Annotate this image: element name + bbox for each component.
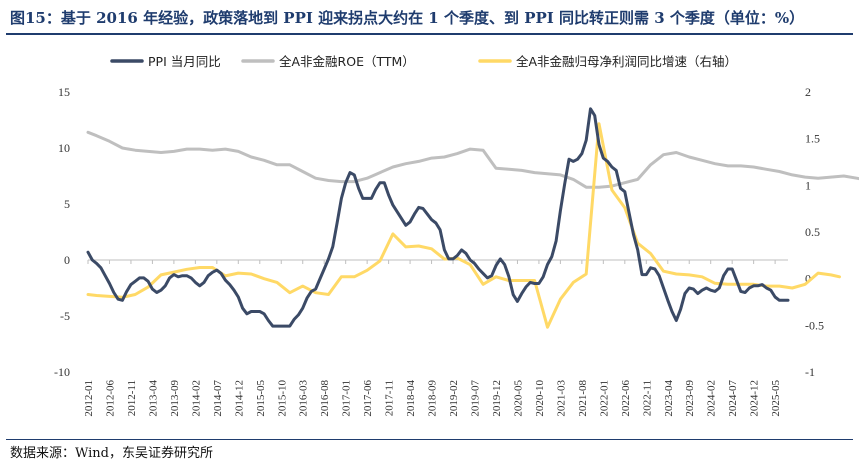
x-tick-label: 2014-12 bbox=[233, 380, 245, 417]
series-roe-line bbox=[86, 130, 859, 189]
x-tick-label: 2025-05 bbox=[770, 380, 782, 417]
x-tick-label: 2017-11 bbox=[384, 380, 396, 416]
x-tick-label: 2019-07 bbox=[470, 380, 482, 417]
right-y-tick-label: 0 bbox=[805, 272, 811, 286]
legend-label: 全A非金融归母净利润同比增速（右轴） bbox=[516, 54, 737, 69]
x-tick-label: 2016-08 bbox=[319, 380, 331, 417]
x-tick-label: 2017-01 bbox=[341, 380, 353, 417]
x-tick-label: 2021-08 bbox=[577, 380, 589, 417]
legend-label: PPI 当月同比 bbox=[148, 54, 221, 69]
x-tick-label: 2012-01 bbox=[83, 380, 95, 417]
left-y-tick-label: 10 bbox=[58, 141, 70, 155]
left-y-tick-label: 0 bbox=[64, 253, 70, 267]
x-tick-label: 2023-09 bbox=[684, 380, 696, 417]
right-y-tick-label: -0.5 bbox=[805, 318, 824, 332]
series-layer bbox=[86, 107, 859, 329]
x-tick-label: 2014-07 bbox=[212, 380, 224, 417]
x-tick-label: 2021-03 bbox=[555, 380, 567, 417]
title-rule bbox=[6, 33, 853, 35]
x-tick-label: 2020-10 bbox=[534, 380, 546, 417]
x-tick-label: 2020-05 bbox=[512, 380, 524, 417]
left-y-tick-label: 15 bbox=[58, 85, 70, 99]
x-tick-label: 2013-09 bbox=[169, 380, 181, 417]
x-tick-label: 2016-03 bbox=[298, 380, 310, 417]
x-tick-label: 2013-04 bbox=[147, 380, 159, 417]
x-tick-label: 2023-04 bbox=[663, 380, 675, 417]
x-tick-label: 2022-01 bbox=[598, 380, 610, 417]
x-tick-label: 2024-07 bbox=[727, 380, 739, 417]
x-tick-label: 2012-06 bbox=[104, 380, 116, 417]
x-tick-label: 2022-06 bbox=[620, 380, 632, 417]
page-title: 图15：基于 2016 年经验，政策落地到 PPI 迎来拐点大约在 1 个季度、… bbox=[10, 9, 805, 27]
x-tick-label: 2022-11 bbox=[641, 380, 653, 416]
right-y-tick-label: 1.5 bbox=[805, 132, 820, 146]
x-tick-label: 2014-02 bbox=[190, 380, 202, 417]
x-tick-label: 2019-12 bbox=[491, 380, 503, 417]
source-rule bbox=[6, 439, 853, 440]
left-y-tick-label: -10 bbox=[54, 365, 70, 379]
legend-label: 全A非金融ROE（TTM） bbox=[279, 54, 415, 69]
right-y-axis: -1 -0.5 0 0.5 1 1.5 2 bbox=[805, 85, 824, 379]
x-axis: 2012-01 2012-06 2012-11 2013-04 2013-09 2014-… bbox=[83, 259, 788, 417]
x-tick-label: 2018-04 bbox=[405, 380, 417, 417]
x-tick-label: 2019-02 bbox=[448, 380, 460, 417]
left-y-tick-label: -5 bbox=[60, 309, 70, 323]
x-tick-label: 2018-09 bbox=[427, 380, 439, 417]
x-tick-label: 2024-02 bbox=[706, 380, 718, 417]
legend: PPI 当月同比 全A非金融ROE（TTM） 全A非金融归母净利润同比增速（右轴） bbox=[110, 54, 737, 69]
x-tick-label: 2017-06 bbox=[362, 380, 374, 417]
left-y-tick-label: 5 bbox=[64, 197, 70, 211]
right-y-tick-label: 0.5 bbox=[805, 225, 820, 239]
right-y-tick-label: 1 bbox=[805, 178, 811, 192]
source-note: 数据来源：Wind，东吴证券研究所 bbox=[10, 446, 213, 461]
right-y-tick-label: 2 bbox=[805, 85, 811, 99]
series-profit-growth-line bbox=[86, 122, 841, 329]
x-tick-label: 2015-05 bbox=[255, 380, 267, 417]
x-tick-label: 2012-11 bbox=[126, 380, 138, 416]
x-tick-label: 2024-12 bbox=[749, 380, 761, 417]
series-ppi-line bbox=[86, 107, 790, 328]
right-y-tick-label: -1 bbox=[805, 365, 815, 379]
left-y-axis: -10 -5 0 5 10 15 bbox=[54, 85, 70, 379]
x-tick-label: 2015-10 bbox=[276, 380, 288, 417]
